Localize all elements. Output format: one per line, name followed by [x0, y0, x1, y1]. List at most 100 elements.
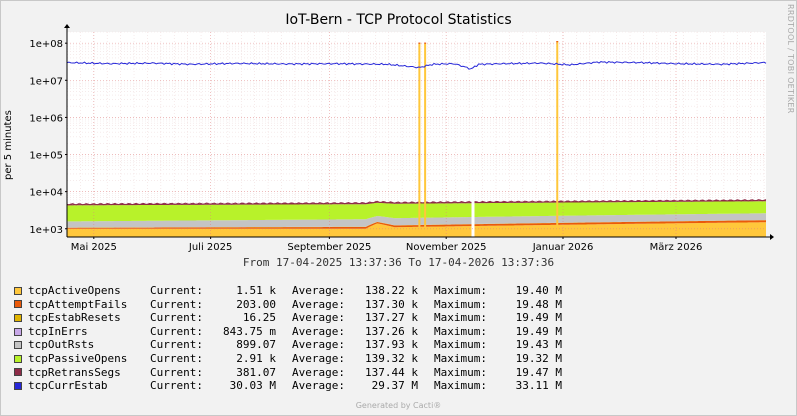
- legend-current-label: Current:: [150, 379, 203, 393]
- legend-row: tcpActiveOpens Current: 1.51 k Average: 138.…: [14, 284, 562, 298]
- legend-series-name: tcpEstabResets: [28, 311, 121, 325]
- data-gap: [471, 191, 475, 237]
- legend-swatch: [14, 341, 22, 350]
- y-tick-label: 1e+04: [29, 188, 63, 199]
- legend-current-label: Current:: [150, 338, 203, 352]
- legend-average-value: 137.30 k: [365, 297, 418, 311]
- legend-row: tcpInErrs Current: 843.75 m Average: 137.26 …: [14, 325, 562, 339]
- legend: tcpActiveOpens Current: 1.51 k Average: 138.…: [14, 284, 562, 393]
- legend-maximum-value: 19.49 M: [515, 324, 562, 338]
- x-tick-label: Mai 2025: [71, 242, 117, 253]
- legend-series-name: tcpActiveOpens: [28, 284, 121, 297]
- legend-swatch: [14, 300, 22, 309]
- legend-average-label: Average:: [292, 324, 345, 338]
- legend-row: tcpAttemptFails Current: 203.00 Average: 137…: [14, 298, 562, 312]
- legend-average-label: Average:: [292, 284, 345, 297]
- legend-average-value: 137.44 k: [365, 365, 418, 379]
- x-tick-label: März 2026: [650, 242, 703, 253]
- legend-average-value: 137.93 k: [365, 338, 418, 352]
- legend-swatch: [14, 354, 22, 363]
- area-tcpActiveOpens: [67, 222, 766, 237]
- legend-maximum-value: 19.43 M: [515, 338, 562, 352]
- legend-maximum-value: 33.11 M: [515, 379, 562, 393]
- y-tick-label: 1e+08: [29, 39, 63, 50]
- legend-series-name: tcpInErrs: [28, 324, 88, 338]
- legend-current-value: 2.91 k: [236, 351, 276, 365]
- spike-bar: [418, 43, 421, 237]
- legend-maximum-value: 19.47 M: [515, 365, 562, 379]
- legend-average-value: 139.32 k: [365, 351, 418, 365]
- area-tcpOutRsts: [67, 213, 766, 228]
- legend-average-label: Average:: [292, 297, 345, 311]
- y-tick-label: 1e+06: [29, 113, 63, 124]
- legend-swatch: [14, 286, 22, 295]
- legend-current-value: 843.75 m: [223, 324, 276, 338]
- legend-series-name: tcpRetransSegs: [28, 365, 121, 379]
- legend-average-value: 137.26 k: [365, 324, 418, 338]
- legend-row: tcpRetransSegs Current: 381.07 Average: 137.…: [14, 366, 562, 380]
- legend-row: tcpPassiveOpens Current: 2.91 k Average: 139…: [14, 352, 562, 366]
- legend-swatch: [14, 381, 22, 390]
- rrdtool-credit: RRDTOOL / TOBI OETIKER: [786, 4, 795, 114]
- legend-current-value: 30.03 M: [229, 379, 276, 393]
- legend-average-value: 29.37 M: [371, 379, 418, 393]
- x-axis-arrow: [770, 234, 774, 240]
- legend-swatch: [14, 327, 22, 336]
- graph-title: IoT-Bern - TCP Protocol Statistics: [285, 12, 512, 28]
- legend-maximum-label: Maximum:: [434, 379, 487, 393]
- legend-average-value: 138.22 k: [365, 284, 418, 297]
- legend-maximum-label: Maximum:: [434, 351, 487, 365]
- legend-current-value: 381.07: [236, 365, 276, 379]
- legend-current-label: Current:: [150, 284, 203, 297]
- legend-maximum-label: Maximum:: [434, 311, 487, 325]
- legend-average-label: Average:: [292, 311, 345, 325]
- legend-maximum-value: 19.40 M: [515, 284, 562, 297]
- legend-current-label: Current:: [150, 365, 203, 379]
- legend-row: tcpEstabResets Current: 16.25 Average: 137.2…: [14, 311, 562, 325]
- legend-average-value: 137.27 k: [365, 311, 418, 325]
- y-tick-label: 1e+03: [29, 225, 63, 236]
- legend-current-value: 1.51 k: [236, 284, 276, 297]
- line-tcpCurrEstab: [66, 60, 767, 70]
- date-range: From 17-04-2025 13:37:36 To 17-04-2026 1…: [242, 256, 555, 269]
- legend-maximum-label: Maximum:: [434, 324, 487, 338]
- legend-maximum-label: Maximum:: [434, 365, 487, 379]
- legend-maximum-value: 19.49 M: [515, 311, 562, 325]
- legend-swatch: [14, 313, 22, 322]
- legend-current-value: 16.25: [242, 311, 276, 325]
- legend-current-label: Current:: [150, 324, 203, 338]
- legend-current-label: Current:: [150, 297, 203, 311]
- legend-row: tcpCurrEstab Current: 30.03 M Average: 29.37…: [14, 379, 562, 393]
- chart-plot: 1e+03 1e+04 1e+05 1e+06 1e+07 1e+08 Mai 2025 Ju…: [29, 24, 774, 253]
- legend-maximum-value: 19.32 M: [515, 351, 562, 365]
- spike-bar: [556, 41, 559, 238]
- legend-series-name: tcpPassiveOpens: [28, 351, 128, 365]
- legend-current-value: 899.07: [236, 338, 276, 352]
- stack-top-edge: [66, 199, 767, 206]
- legend-row: tcpOutRsts Current: 899.07 Average: 137.93 k…: [14, 338, 562, 352]
- legend-series-name: tcpAttemptFails: [28, 297, 128, 311]
- legend-series-name: tcpCurrEstab: [28, 379, 108, 393]
- x-tick-label: Juli 2025: [188, 242, 232, 253]
- spike-bar: [424, 43, 427, 237]
- legend-average-label: Average:: [292, 365, 345, 379]
- legend-average-label: Average:: [292, 379, 345, 393]
- legend-swatch: [14, 368, 22, 377]
- area-tcpPassiveOpens: [67, 201, 766, 222]
- legend-current-value: 203.00: [236, 297, 276, 311]
- legend-maximum-label: Maximum:: [434, 338, 487, 352]
- x-tick-label: September 2025: [287, 242, 371, 253]
- x-tick-label: November 2025: [406, 242, 487, 253]
- legend-average-label: Average:: [292, 351, 345, 365]
- legend-maximum-label: Maximum:: [434, 284, 487, 297]
- cacti-footer: Generated by Cacti®: [355, 401, 442, 410]
- y-axis-arrow: [64, 24, 70, 28]
- legend-current-label: Current:: [150, 351, 203, 365]
- y-tick-label: 1e+07: [29, 76, 63, 87]
- legend-current-label: Current:: [150, 311, 203, 325]
- y-tick-label: 1e+05: [29, 151, 63, 162]
- legend-maximum-label: Maximum:: [434, 297, 487, 311]
- legend-maximum-value: 19.48 M: [515, 297, 562, 311]
- legend-series-name: tcpOutRsts: [28, 338, 95, 352]
- legend-average-label: Average:: [292, 338, 345, 352]
